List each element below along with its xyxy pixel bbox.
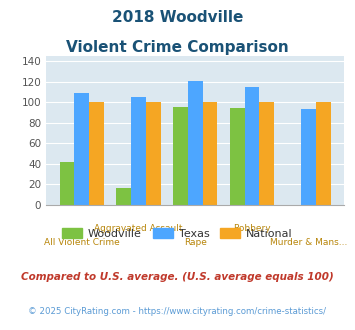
Bar [203,102,217,205]
Text: © 2025 CityRating.com - https://www.cityrating.com/crime-statistics/: © 2025 CityRating.com - https://www.city… [28,307,327,316]
Bar [131,97,146,205]
Bar [316,102,331,205]
Text: Aggravated Assault: Aggravated Assault [94,224,183,233]
Text: Robbery: Robbery [233,224,271,233]
Bar [75,93,89,205]
Bar [146,102,161,205]
Bar [301,109,316,205]
Bar [60,162,75,205]
Text: Murder & Mans...: Murder & Mans... [270,238,347,247]
Bar [116,188,131,205]
Bar [245,87,260,205]
Text: 2018 Woodville: 2018 Woodville [112,10,243,25]
Legend: Woodville, Texas, National: Woodville, Texas, National [58,223,297,243]
Bar [89,102,104,205]
Text: All Violent Crime: All Violent Crime [44,238,120,247]
Text: Violent Crime Comparison: Violent Crime Comparison [66,40,289,54]
Bar [230,108,245,205]
Bar [260,102,274,205]
Text: Compared to U.S. average. (U.S. average equals 100): Compared to U.S. average. (U.S. average … [21,272,334,282]
Bar [173,107,188,205]
Bar [188,81,203,205]
Text: Rape: Rape [184,238,207,247]
